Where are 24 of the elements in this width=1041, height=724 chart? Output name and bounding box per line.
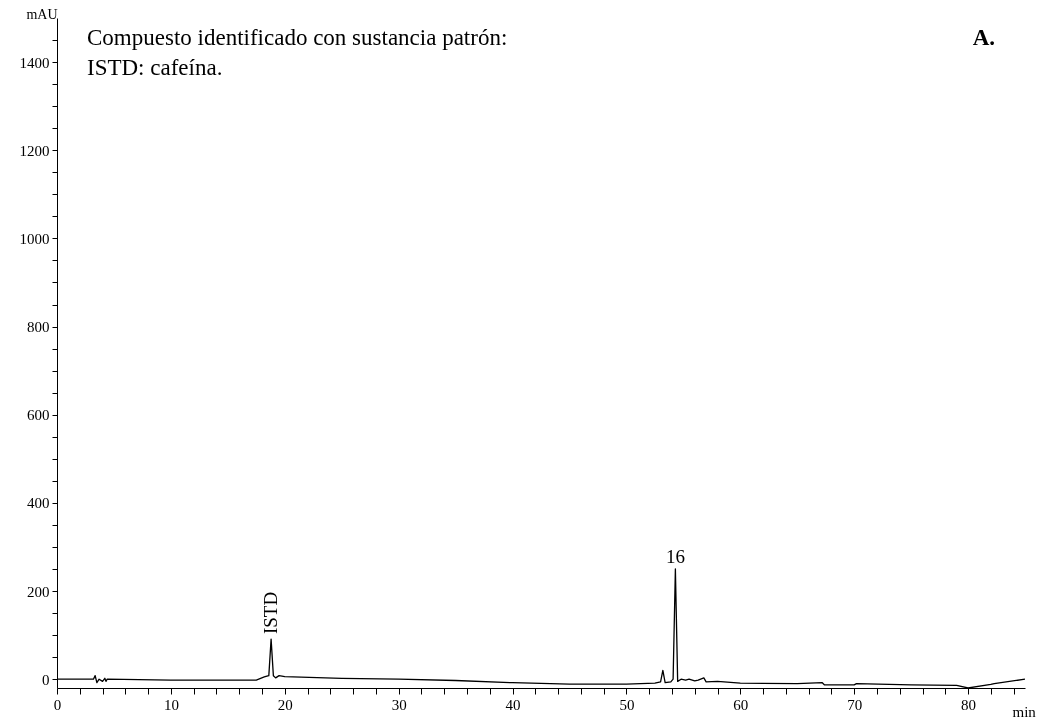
annotation: A.: [972, 25, 995, 50]
x-tick-label: 20: [277, 696, 293, 713]
annotation: ISTD: [260, 591, 282, 635]
annotation: ISTD: cafeína.: [87, 55, 223, 80]
x-tick-label: 10: [163, 696, 179, 713]
x-tick-label: 30: [391, 696, 407, 713]
annotation: Compuesto identificado con sustancia patrón:: [87, 25, 508, 50]
x-axis-title: min: [1012, 703, 1037, 720]
annotation: 16: [665, 545, 685, 567]
y-tick-label: 200: [27, 583, 50, 600]
y-tick-label: 1400: [19, 54, 50, 71]
y-tick-label: 800: [27, 319, 50, 336]
x-tick-label: 0: [53, 696, 62, 713]
y-axis-title: mAU: [26, 6, 58, 22]
x-tick-label: 80: [961, 696, 977, 713]
y-tick-label: 1200: [19, 142, 50, 159]
y-tick-label: 0: [42, 671, 50, 688]
y-tick-label: 1000: [19, 230, 50, 247]
x-tick-label: 70: [847, 696, 863, 713]
x-tick-label: 40: [505, 696, 521, 713]
x-tick-label: 50: [619, 696, 635, 713]
y-tick-label: 400: [27, 495, 50, 512]
y-tick-label: 600: [27, 407, 50, 424]
x-tick-label: 60: [733, 696, 749, 713]
